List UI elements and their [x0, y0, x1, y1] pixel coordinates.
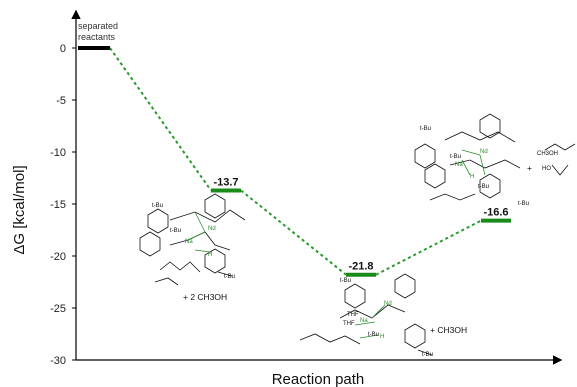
s2-tbu-mid: t-Bu: [368, 332, 379, 338]
y-tick-label: 0: [60, 43, 66, 55]
s3-ho: HO: [542, 166, 551, 172]
x-axis-title: Reaction path: [272, 371, 365, 387]
y-tick-label: -15: [50, 199, 66, 211]
s2-tbu-bottom: t-Bu: [422, 352, 433, 358]
molecular-structure-1: [139, 193, 246, 286]
s1-tbu-top: t-Bu: [152, 203, 163, 209]
y-tick-label: -25: [50, 303, 66, 315]
s1-nd: Nd: [208, 226, 216, 232]
separated-reactants-label-1: separated: [78, 21, 118, 31]
energy-value-label: -21.8: [348, 261, 373, 273]
s3-nd: Nd: [480, 149, 488, 155]
connector-lines: [109, 47, 482, 276]
connector-line: [109, 47, 212, 192]
molecular-structure-2: [299, 273, 433, 356]
reagent-3-plus: +: [527, 163, 532, 173]
s1-na: Na: [185, 239, 193, 245]
energy-value-label: -16.6: [483, 207, 508, 219]
s2-thf-2: THF: [343, 321, 355, 327]
energy-levels: [78, 46, 511, 277]
connector-line: [375, 219, 482, 276]
y-axis-title: ΔG [kcal/mol]: [11, 165, 28, 254]
energy-level-labels: -13.7 -21.8 -16.6: [213, 176, 508, 272]
s2-tbu-top: t-Bu: [340, 278, 351, 284]
s2-na: Na: [360, 318, 368, 324]
s3-tbu-top: t-Bu: [420, 126, 431, 132]
s3-h: H: [470, 174, 474, 180]
reagent-1: + 2 CH3OH: [183, 292, 227, 302]
reagent-2: + CH3OH: [430, 325, 467, 335]
s3-tbu-mid: t-Bu: [450, 154, 461, 160]
connector-line: [240, 189, 347, 276]
y-tick-label: -20: [50, 251, 66, 263]
s3-na: Na: [455, 162, 463, 168]
energy-value-label: -13.7: [213, 176, 238, 188]
s3-ch3oh: CH3OH: [537, 151, 558, 157]
y-axis-ticks: 0 -5 -10 -15 -20 -25 -30: [50, 43, 76, 367]
s2-thf-1: THF: [347, 312, 359, 318]
s1-tbu-mid: t-Bu: [170, 228, 181, 234]
molecular-structure-3: [414, 113, 576, 201]
y-tick-label: -5: [56, 95, 66, 107]
s2-h: H: [380, 334, 384, 340]
y-tick-label: -10: [50, 147, 66, 159]
s1-h: H: [208, 252, 212, 258]
s3-tbu-bottom: t-Bu: [518, 201, 529, 207]
separated-reactants-label-2: reactants: [78, 32, 116, 42]
y-tick-label: -30: [50, 355, 66, 367]
s1-tbu-bottom: t-Bu: [224, 274, 235, 280]
s2-nd: Nd: [384, 301, 392, 307]
s3-tbu-low: t-Bu: [478, 184, 489, 190]
